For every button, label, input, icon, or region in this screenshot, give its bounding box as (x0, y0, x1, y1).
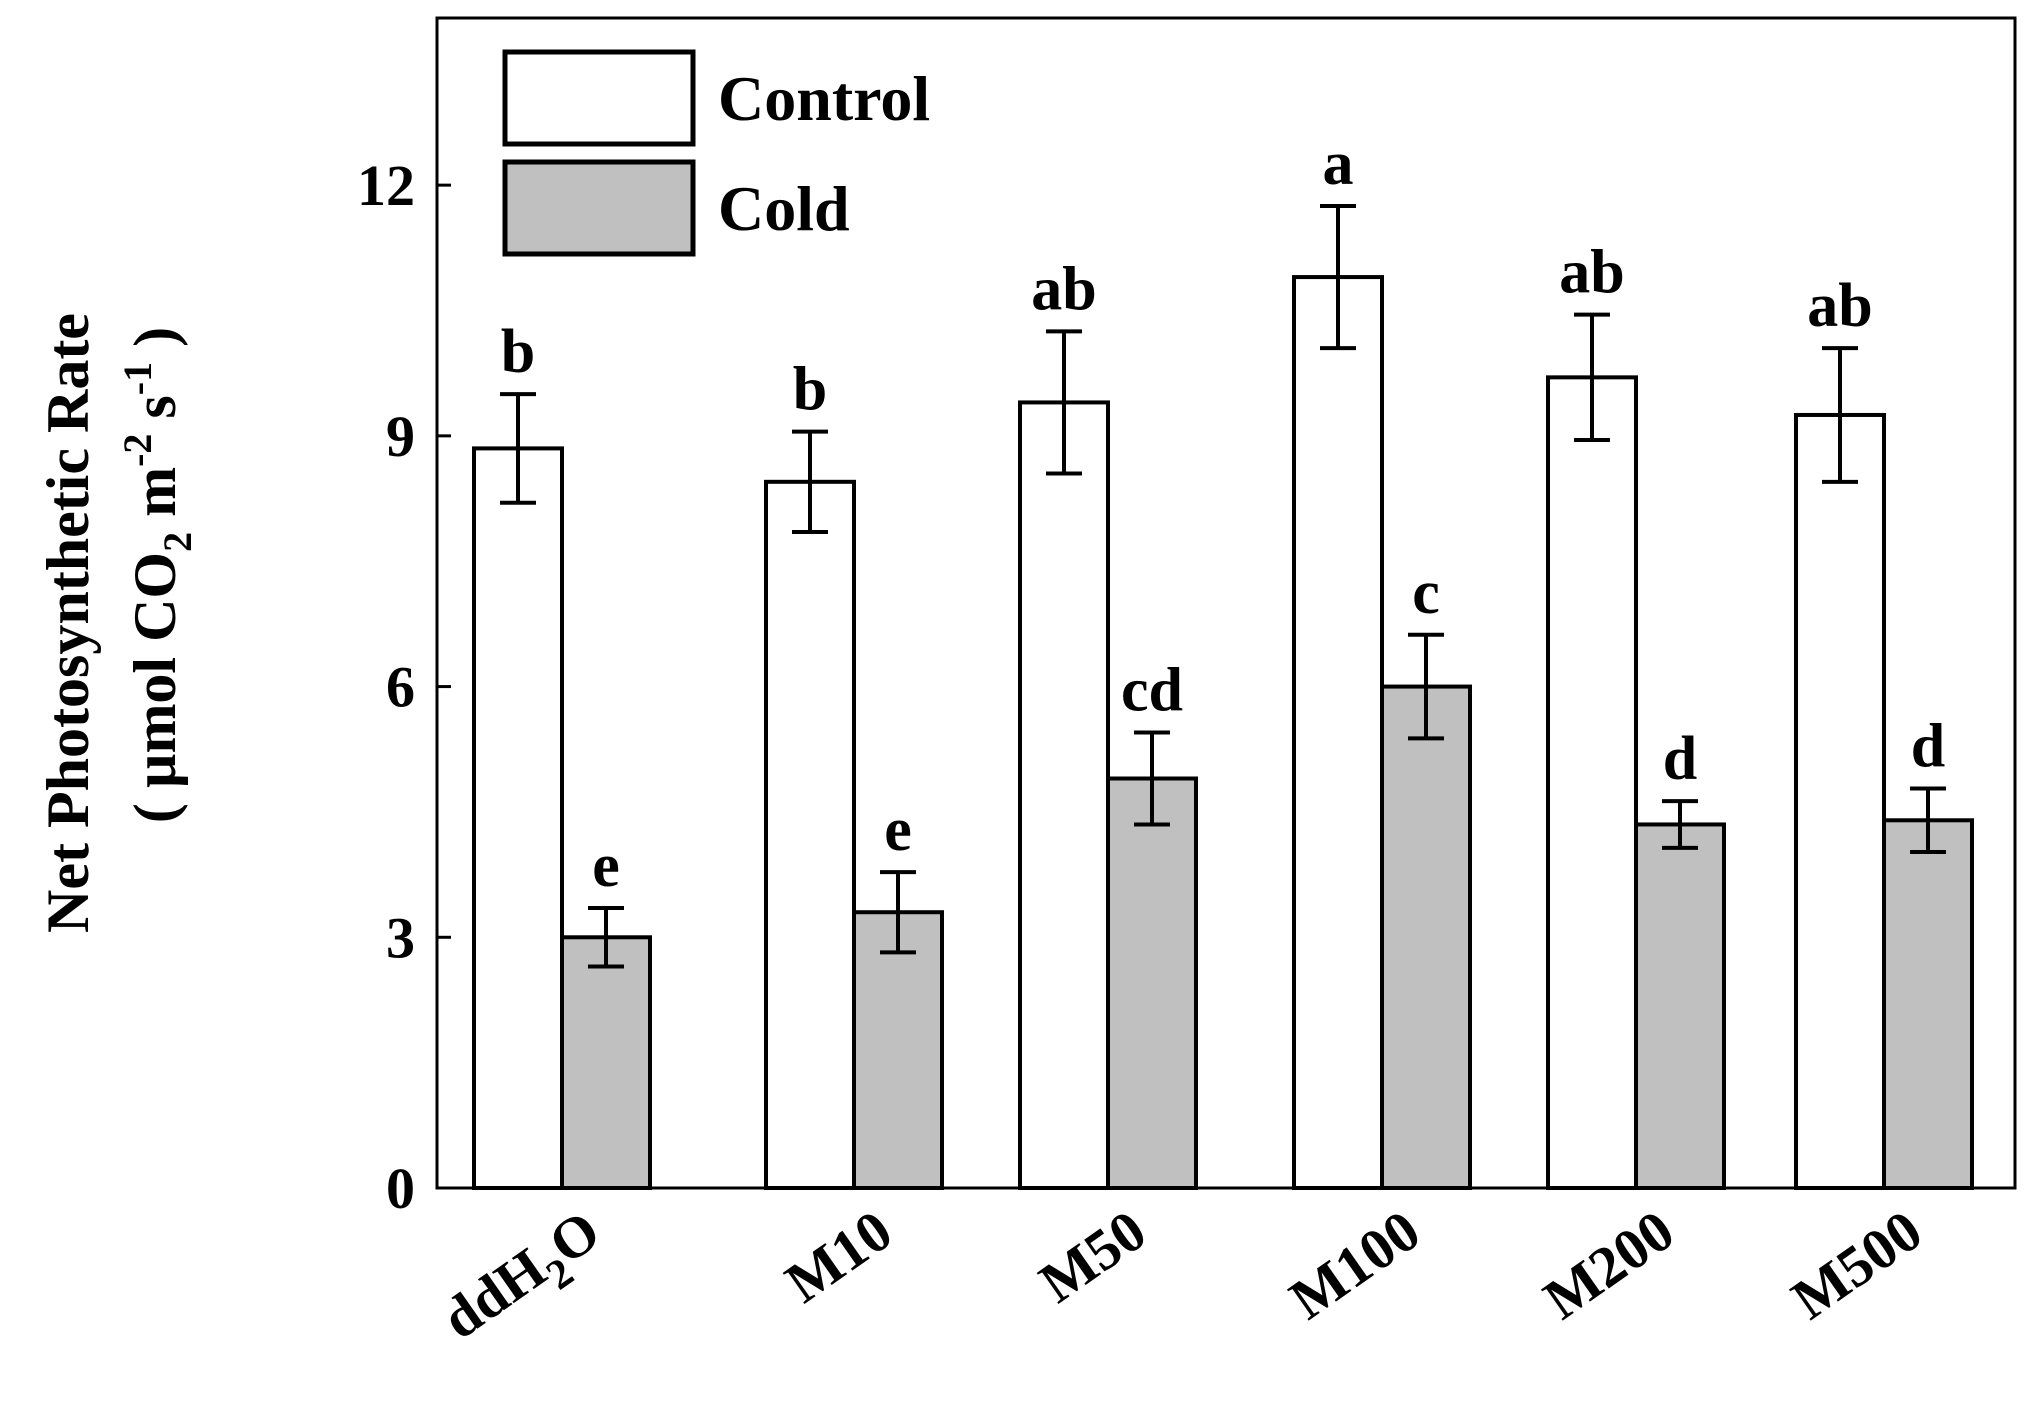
x-category-label-4: M200 (1532, 1197, 1685, 1332)
significance-letter-control-4: ab (1559, 239, 1624, 307)
bar-cold-3 (1380, 684, 1472, 1190)
y-axis-label-line2: ( µmol CO2 m-2 s-1 ) (115, 327, 200, 823)
x-category-label-3: M100 (1278, 1197, 1431, 1332)
bar-cold-0 (560, 935, 652, 1190)
y-tick-label-4: 12 (357, 153, 415, 218)
bar-control-2 (1018, 400, 1110, 1190)
bar-control-5 (1794, 412, 1886, 1190)
bar-control-1 (764, 479, 856, 1191)
y-tick-label-3: 9 (386, 404, 415, 469)
significance-letter-control-0: b (501, 318, 535, 386)
x-category-label-1: M10 (774, 1197, 904, 1315)
significance-letter-cold-2: cd (1121, 657, 1183, 725)
significance-letter-cold-3: c (1412, 559, 1440, 627)
significance-letter-cold-0: e (592, 832, 620, 900)
x-category-label-0: ddH2O (430, 1197, 619, 1362)
legend-label-cold: Cold (718, 173, 850, 244)
significance-letter-control-5: ab (1807, 272, 1872, 340)
legend-swatch-cold (502, 159, 696, 257)
x-category-label-5: M500 (1780, 1197, 1933, 1332)
x-category-label-2: M50 (1028, 1197, 1158, 1315)
y-tick-label-0: 0 (386, 1156, 415, 1221)
significance-letter-cold-4: d (1663, 725, 1697, 793)
legend-label-control: Control (718, 63, 930, 134)
legend-swatch-control (502, 49, 696, 147)
bar-cold-5 (1882, 818, 1974, 1190)
bar-control-4 (1546, 375, 1638, 1191)
bar-control-0 (472, 446, 564, 1190)
significance-letter-control-1: b (793, 356, 827, 424)
significance-letter-control-2: ab (1031, 255, 1096, 323)
significance-letter-control-3: a (1323, 130, 1354, 198)
significance-letter-cold-1: e (884, 796, 912, 864)
bar-cold-4 (1634, 822, 1726, 1190)
bar-control-3 (1292, 275, 1384, 1191)
bar-cold-2 (1106, 776, 1198, 1190)
y-tick-label-1: 3 (386, 905, 415, 970)
plot-frame (435, 16, 2017, 1190)
bar-cold-1 (852, 910, 944, 1190)
significance-letter-cold-5: d (1911, 713, 1945, 781)
y-axis-label-line1: Net Photosynthetic Rate (35, 313, 101, 933)
y-tick-label-2: 6 (386, 655, 415, 720)
